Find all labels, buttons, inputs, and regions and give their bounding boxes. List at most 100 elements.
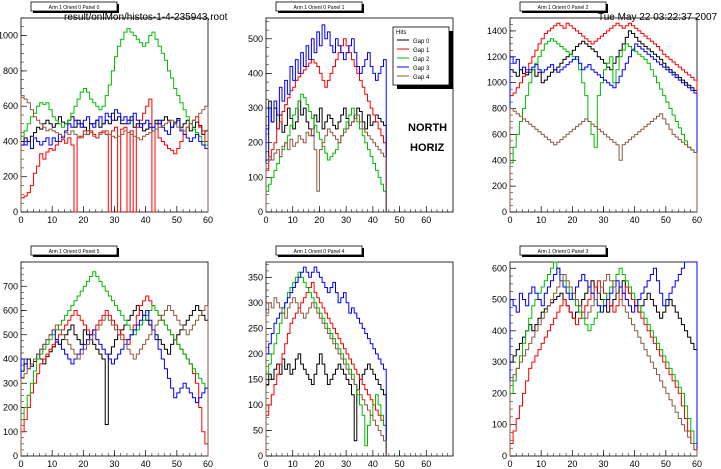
y-tick-label: 200 bbox=[492, 388, 507, 398]
series-line-3 bbox=[265, 24, 387, 212]
y-tick-label: 500 bbox=[492, 295, 507, 305]
series-line-1 bbox=[509, 280, 698, 456]
x-tick-label: 20 bbox=[567, 215, 577, 225]
y-tick-label: 600 bbox=[3, 101, 18, 111]
legend-entry: Gap 4 bbox=[413, 75, 430, 81]
plot-frame bbox=[265, 261, 454, 457]
x-tick-label: 50 bbox=[661, 215, 671, 225]
x-tick-label: 20 bbox=[314, 215, 324, 225]
x-tick-label: 0 bbox=[18, 215, 23, 225]
x-tick-label: 30 bbox=[109, 215, 119, 225]
y-tick-label: 0 bbox=[502, 451, 507, 461]
x-tick-label: 0 bbox=[18, 459, 23, 469]
y-tick-label: 300 bbox=[248, 103, 263, 113]
y-tick-label: 100 bbox=[248, 400, 263, 410]
panel-title: Arm 1 Orient 0 Panel 1 bbox=[294, 5, 345, 11]
y-tick-label: 0 bbox=[258, 451, 263, 461]
filename-label: result/onlMon/histos-1-4-235943.root bbox=[64, 12, 228, 23]
y-tick-label: 50 bbox=[253, 425, 263, 435]
series-line-3 bbox=[265, 266, 387, 456]
y-tick-label: 1000 bbox=[487, 78, 507, 88]
y-tick-label: 300 bbox=[248, 298, 263, 308]
title-box bbox=[519, 245, 607, 256]
x-tick-label: 40 bbox=[368, 459, 378, 469]
panel-title: Arm 1 Orient 0 Panel 4 bbox=[294, 249, 345, 255]
y-tick-label: 0 bbox=[258, 207, 263, 217]
y-tick-label: 1000 bbox=[0, 31, 18, 41]
series-line-2 bbox=[509, 38, 698, 212]
x-tick-label: 50 bbox=[661, 459, 671, 469]
title-box bbox=[519, 1, 607, 12]
x-tick-label: 50 bbox=[395, 459, 405, 469]
x-tick-label: 10 bbox=[536, 459, 546, 469]
panel-title: Arm 1 Orient 0 Panel 0 bbox=[49, 5, 100, 11]
x-tick-label: 20 bbox=[314, 459, 324, 469]
datetime-label: Tue May 22 03:22:37 2007 bbox=[598, 12, 718, 23]
x-tick-label: 0 bbox=[507, 215, 512, 225]
series-line-1 bbox=[265, 38, 387, 212]
y-tick-label: 1400 bbox=[487, 26, 507, 36]
y-tick-label: 1200 bbox=[487, 52, 507, 62]
x-tick-label: 60 bbox=[421, 215, 431, 225]
title-box bbox=[275, 1, 363, 12]
y-tick-label: 150 bbox=[248, 374, 263, 384]
plot-frame bbox=[265, 17, 454, 213]
x-tick-label: 10 bbox=[288, 459, 298, 469]
series-line-0 bbox=[20, 305, 209, 456]
series-line-0 bbox=[265, 100, 387, 212]
series-line-4 bbox=[265, 114, 387, 212]
series-line-1 bbox=[265, 281, 387, 456]
y-tick-label: 800 bbox=[3, 66, 18, 76]
x-tick-label: 60 bbox=[692, 459, 702, 469]
x-tick-label: 40 bbox=[630, 215, 640, 225]
y-tick-label: 0 bbox=[502, 207, 507, 217]
x-tick-label: 10 bbox=[288, 215, 298, 225]
title-box bbox=[30, 1, 118, 12]
x-tick-label: 60 bbox=[692, 215, 702, 225]
histogram-panel-4: Arm 1 Orient 0 Panel 50 10 20 30 40 50 6001002… bbox=[3, 245, 213, 469]
x-tick-label: 40 bbox=[141, 459, 151, 469]
series-line-3 bbox=[20, 109, 209, 212]
y-tick-label: 600 bbox=[492, 129, 507, 139]
title-box bbox=[30, 245, 118, 256]
series-line-4 bbox=[509, 274, 698, 456]
y-tick-label: 500 bbox=[248, 34, 263, 44]
x-tick-label: 20 bbox=[78, 459, 88, 469]
x-tick-label: 30 bbox=[341, 215, 351, 225]
series-line-3 bbox=[509, 261, 698, 456]
y-tick-label: 0 bbox=[13, 451, 18, 461]
x-tick-label: 10 bbox=[47, 459, 57, 469]
legend-box bbox=[392, 26, 450, 86]
y-tick-label: 400 bbox=[3, 354, 18, 364]
y-tick-label: 100 bbox=[248, 172, 263, 182]
panel-title: Arm 1 Orient 0 Panel 2 bbox=[538, 5, 589, 11]
x-tick-label: 30 bbox=[109, 459, 119, 469]
series-line-2 bbox=[20, 271, 209, 456]
x-tick-label: 0 bbox=[507, 459, 512, 469]
y-tick-label: 200 bbox=[3, 172, 18, 182]
series-line-4 bbox=[265, 297, 387, 456]
y-tick-label: 250 bbox=[248, 323, 263, 333]
series-line-4 bbox=[20, 305, 209, 456]
side-label-north: NORTH bbox=[408, 122, 448, 134]
y-tick-label: 100 bbox=[3, 427, 18, 437]
series-line-2 bbox=[509, 261, 698, 456]
x-tick-label: 30 bbox=[598, 459, 608, 469]
y-tick-label: 400 bbox=[492, 326, 507, 336]
series-line-2 bbox=[20, 28, 209, 212]
y-tick-label: 300 bbox=[492, 357, 507, 367]
series-line-4 bbox=[20, 95, 209, 212]
histogram-panel-1: Arm 1 Orient 0 Panel 00 10 20 30 40 50 6002004… bbox=[0, 1, 213, 225]
series-line-3 bbox=[509, 43, 698, 212]
x-tick-label: 30 bbox=[341, 459, 351, 469]
y-tick-label: 200 bbox=[248, 138, 263, 148]
y-tick-label: 400 bbox=[248, 68, 263, 78]
series-line-1 bbox=[20, 98, 209, 213]
x-tick-label: 40 bbox=[368, 215, 378, 225]
y-tick-label: 700 bbox=[3, 281, 18, 291]
y-tick-label: 200 bbox=[492, 181, 507, 191]
x-tick-label: 10 bbox=[536, 215, 546, 225]
x-tick-label: 60 bbox=[203, 215, 213, 225]
panel-title: Arm 1 Orient 0 Panel 3 bbox=[538, 249, 589, 255]
panel-title: Arm 1 Orient 0 Panel 5 bbox=[49, 249, 100, 255]
